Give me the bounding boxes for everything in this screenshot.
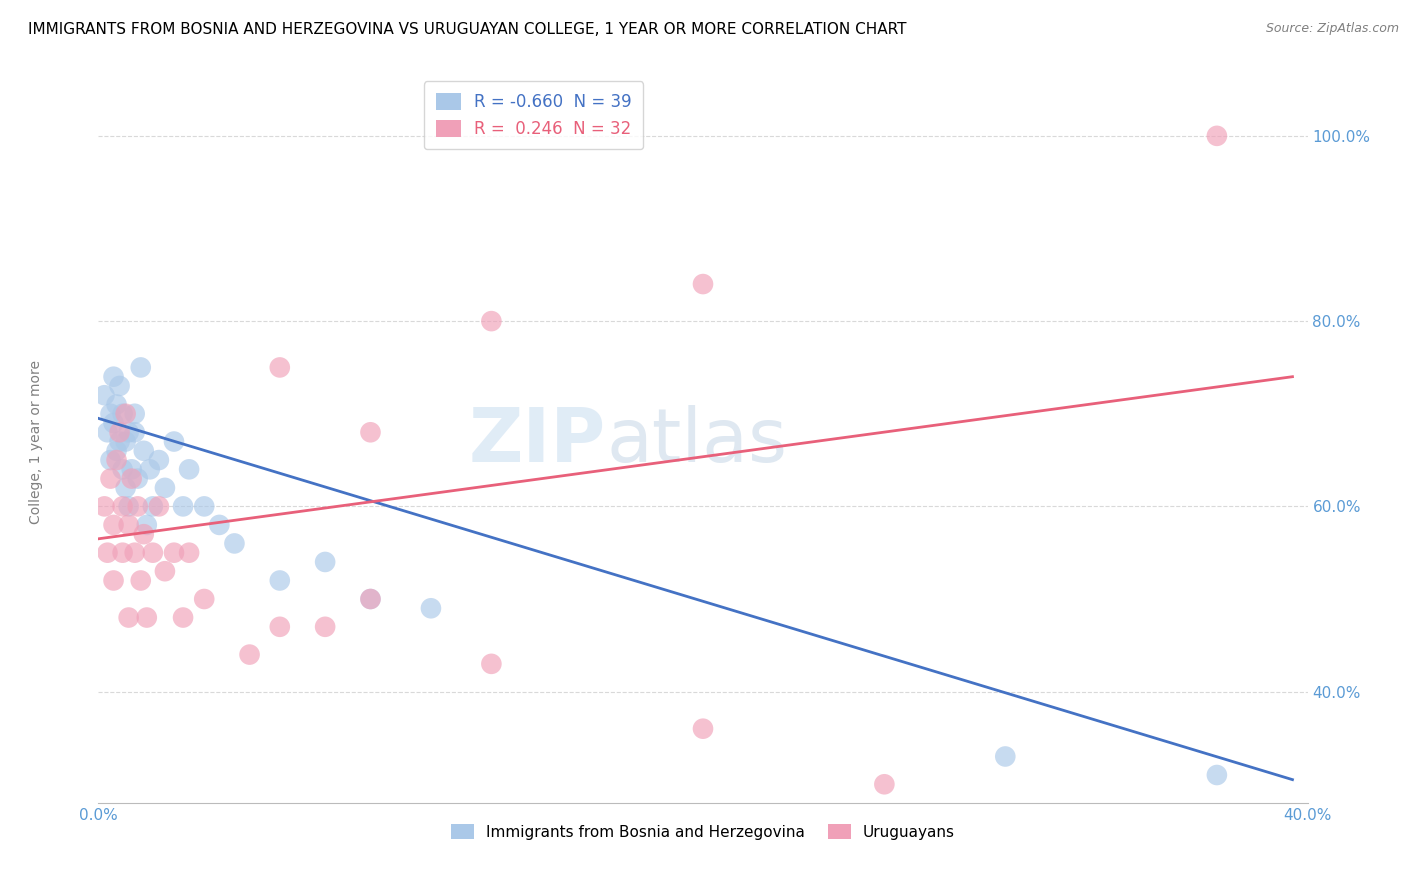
Point	[118, 500, 141, 514]
Point	[193, 500, 215, 514]
Point	[114, 407, 136, 421]
Point	[420, 601, 443, 615]
Point	[172, 500, 194, 514]
Y-axis label: College, 1 year or more: College, 1 year or more	[30, 359, 42, 524]
Point	[239, 648, 262, 662]
Point	[114, 434, 136, 449]
Point	[118, 517, 141, 532]
Point	[127, 500, 149, 514]
Point	[93, 388, 115, 402]
Point	[96, 425, 118, 440]
Point	[193, 592, 215, 607]
Point	[111, 546, 134, 560]
Text: Source: ZipAtlas.com: Source: ZipAtlas.com	[1265, 22, 1399, 36]
Point	[1206, 768, 1229, 782]
Point	[93, 500, 115, 514]
Point	[103, 574, 125, 588]
Point	[269, 620, 291, 634]
Point	[692, 722, 714, 736]
Point	[269, 360, 291, 375]
Point	[124, 407, 146, 421]
Point	[121, 472, 143, 486]
Point	[105, 397, 128, 411]
Point	[148, 500, 170, 514]
Point	[105, 443, 128, 458]
Point	[129, 574, 152, 588]
Point	[103, 369, 125, 384]
Point	[153, 481, 176, 495]
Point	[269, 574, 291, 588]
Point	[139, 462, 162, 476]
Point	[100, 472, 122, 486]
Point	[360, 592, 382, 607]
Point	[121, 462, 143, 476]
Point	[124, 546, 146, 560]
Point	[135, 610, 157, 624]
Point	[994, 749, 1017, 764]
Text: IMMIGRANTS FROM BOSNIA AND HERZEGOVINA VS URUGUAYAN COLLEGE, 1 YEAR OR MORE CORR: IMMIGRANTS FROM BOSNIA AND HERZEGOVINA V…	[28, 22, 907, 37]
Point	[132, 527, 155, 541]
Point	[314, 620, 336, 634]
Point	[127, 472, 149, 486]
Point	[179, 546, 201, 560]
Point	[111, 500, 134, 514]
Point	[142, 500, 165, 514]
Point	[118, 610, 141, 624]
Text: ZIP: ZIP	[470, 405, 606, 478]
Point	[105, 453, 128, 467]
Point	[114, 481, 136, 495]
Point	[360, 592, 382, 607]
Point	[1206, 128, 1229, 143]
Point	[179, 462, 201, 476]
Point	[314, 555, 336, 569]
Point	[873, 777, 896, 791]
Point	[135, 517, 157, 532]
Point	[208, 517, 231, 532]
Point	[108, 434, 131, 449]
Point	[481, 314, 503, 328]
Point	[111, 407, 134, 421]
Legend: Immigrants from Bosnia and Herzegovina, Uruguayans: Immigrants from Bosnia and Herzegovina, …	[444, 818, 962, 846]
Point	[124, 425, 146, 440]
Point	[96, 546, 118, 560]
Point	[111, 462, 134, 476]
Point	[108, 425, 131, 440]
Point	[163, 546, 186, 560]
Point	[100, 407, 122, 421]
Point	[100, 453, 122, 467]
Point	[103, 416, 125, 430]
Point	[224, 536, 246, 550]
Point	[142, 546, 165, 560]
Point	[118, 425, 141, 440]
Point	[132, 443, 155, 458]
Point	[103, 517, 125, 532]
Point	[692, 277, 714, 291]
Point	[153, 564, 176, 578]
Point	[148, 453, 170, 467]
Text: atlas: atlas	[606, 405, 787, 478]
Point	[129, 360, 152, 375]
Point	[360, 425, 382, 440]
Point	[172, 610, 194, 624]
Point	[481, 657, 503, 671]
Point	[163, 434, 186, 449]
Point	[108, 379, 131, 393]
